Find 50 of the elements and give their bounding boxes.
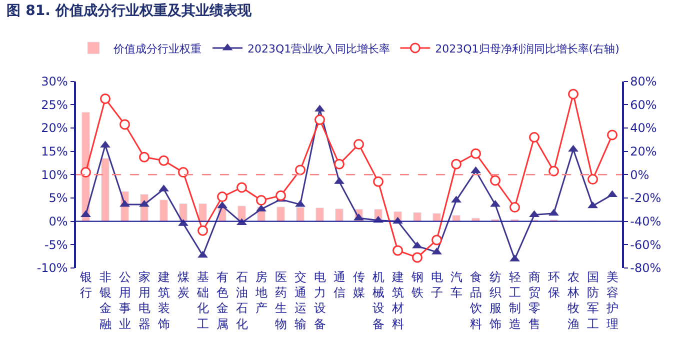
y-tick-label: 5% — [48, 191, 68, 206]
y-tick-label: -10% — [36, 261, 68, 276]
x-tick-label: 房地产 — [254, 270, 268, 316]
x-tick-label: 食品饮料 — [468, 270, 482, 331]
x-tick-label: 建筑材料 — [390, 270, 404, 331]
y-tick-label: 20% — [41, 121, 68, 136]
y-tick-label: -5% — [44, 238, 68, 252]
x-tick-label: 基础化工 — [196, 270, 209, 331]
x-tick-label: 美容护理 — [605, 270, 618, 331]
x-tick-label: 农林牧渔 — [566, 270, 580, 331]
x-tick-label: 医药生物 — [274, 270, 287, 331]
x-tick-label: 建筑装饰 — [156, 270, 170, 331]
x-tick-label: 机械设备 — [372, 270, 384, 331]
x-tick-label: 通信 — [333, 270, 346, 300]
y2-tick-label: -40% — [630, 214, 662, 229]
y2-tick-label: 20% — [630, 144, 657, 158]
x-tick-label: 公用事业 — [118, 270, 131, 331]
legend-label: 2023Q1营业收入同比增长率 — [248, 42, 390, 56]
y2-tick-label: -80% — [630, 261, 662, 276]
y2-tick-label: -20% — [630, 191, 662, 206]
x-tick-label: 钢铁 — [410, 270, 424, 300]
legend-label: 价值成分行业权重 — [112, 42, 202, 56]
x-tick-label: 非银金融 — [98, 270, 112, 331]
legend-label: 2023Q1归母净利润同比增长率(右轴) — [435, 42, 620, 56]
x-tick-label: 电力设备 — [314, 270, 326, 331]
x-tick-label: 交通运输 — [294, 270, 306, 331]
x-tick-label: 国防军工 — [586, 270, 599, 331]
y2-tick-label: 60% — [630, 98, 657, 112]
x-tick-label: 汽车 — [450, 270, 462, 300]
y2-tick-label: 40% — [630, 121, 657, 136]
x-tick-label: 家用电器 — [138, 270, 150, 331]
x-tick-label: 环保 — [548, 270, 560, 300]
x-tick-label: 煤炭 — [177, 270, 190, 300]
x-tick-label: 商贸零售 — [528, 270, 540, 331]
x-tick-label: 石油石化 — [236, 270, 248, 331]
x-tick-label: 银行 — [78, 270, 92, 300]
y-tick-label: 30% — [41, 74, 68, 88]
y2-tick-label: 80% — [630, 74, 657, 88]
x-tick-label: 轻工制造 — [508, 270, 521, 331]
y-tick-label: 15% — [41, 144, 68, 158]
y-tick-label: 10% — [41, 168, 68, 182]
y-tick-label: 25% — [41, 98, 68, 112]
y2-tick-label: -60% — [630, 238, 662, 252]
x-tick-label: 传媒 — [352, 270, 365, 300]
x-tick-label: 有色金属 — [216, 270, 228, 331]
x-tick-label: 纺织服饰 — [488, 270, 502, 331]
y-tick-label: 0% — [48, 214, 68, 229]
y2-tick-label: 0% — [630, 168, 650, 182]
chart-title: 图 81. 价值成分行业权重及其业绩表现 — [6, 3, 252, 20]
x-tick-label: 电子 — [430, 270, 443, 300]
